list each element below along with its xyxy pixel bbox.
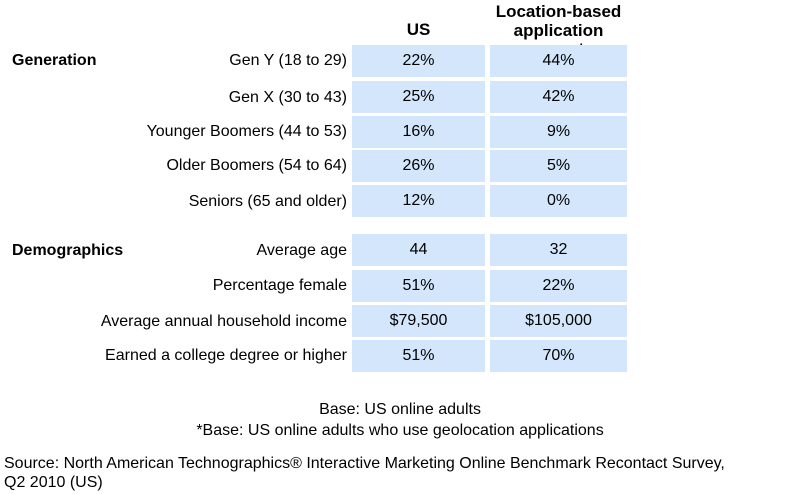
row-label: Average annual household income	[100, 313, 347, 330]
base-note: Base: US online adults	[319, 401, 481, 418]
table-cell-us: 44	[352, 234, 485, 266]
row-label: Older Boomers (54 to 64)	[166, 157, 347, 174]
table-cell-location: 42%	[490, 81, 627, 113]
table-cell-location: 22%	[490, 270, 627, 302]
row-label: Younger Boomers (44 to 53)	[146, 123, 347, 140]
table-cell-us: $79,500	[352, 305, 485, 337]
base-note-geolocation: *Base: US online adults who use geolocat…	[196, 422, 604, 439]
row-label: Average age	[256, 242, 347, 259]
row-label: Gen Y (18 to 29)	[229, 52, 347, 69]
row-label: Percentage female	[212, 277, 347, 294]
table-cell-location: $105,000	[490, 305, 627, 337]
table-cell-location: 44%	[490, 45, 627, 77]
table-cell-us: 51%	[352, 270, 485, 302]
table-cell-location: 70%	[490, 340, 627, 372]
table-cell-us: 25%	[352, 81, 485, 113]
table-cell-us: 26%	[352, 150, 485, 182]
table-cell-location: 5%	[490, 150, 627, 182]
table-cell-location: 32	[490, 234, 627, 266]
section-title-demographics: Demographics	[12, 242, 124, 259]
column-header-location-line1: Location-based	[495, 2, 622, 21]
table-cell-location: 9%	[490, 116, 627, 148]
section-title-generation: Generation	[12, 52, 97, 69]
row-label: Earned a college degree or higher	[105, 347, 347, 364]
table-cell-us: 22%	[352, 45, 485, 77]
source-line-1: Source: North American Technographics® I…	[4, 455, 725, 472]
table-cell-us: 12%	[352, 185, 485, 217]
column-header-us: US	[406, 20, 431, 39]
table-cell-us: 16%	[352, 116, 485, 148]
row-label: Gen X (30 to 43)	[228, 89, 347, 106]
table-cell-location: 0%	[490, 185, 627, 217]
source-line-2: Q2 2010 (US)	[4, 474, 103, 491]
table-cell-us: 51%	[352, 340, 485, 372]
row-label: Seniors (65 and older)	[188, 193, 347, 210]
